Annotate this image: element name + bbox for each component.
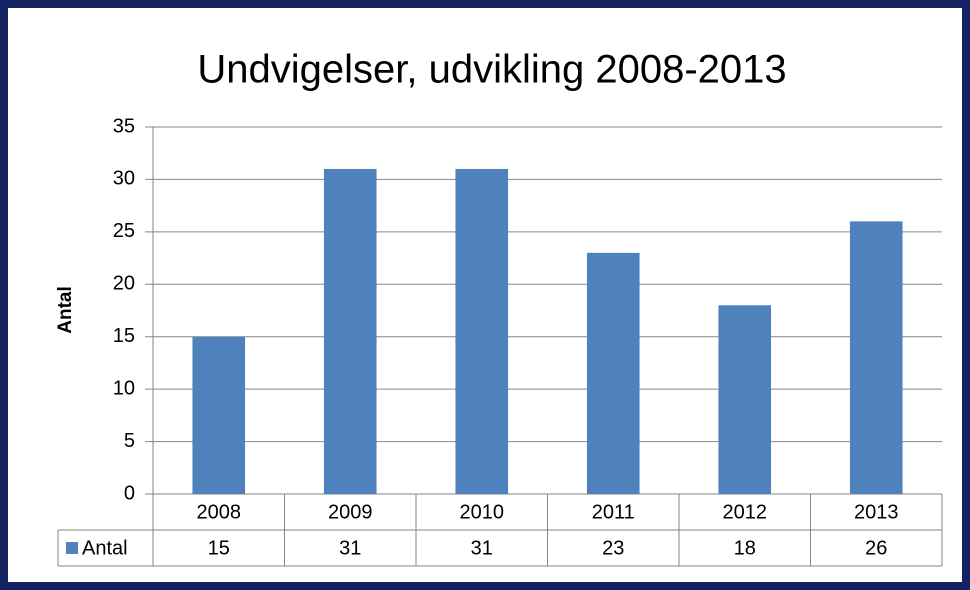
bar: [323, 168, 377, 494]
y-tick-label: 5: [124, 430, 135, 452]
x-tick-label: 2008: [197, 501, 242, 523]
chart-title: Undvigelser, udvikling 2008-2013: [197, 48, 786, 92]
y-tick-label: 30: [113, 168, 135, 190]
y-tick-label: 35: [113, 115, 135, 137]
bar: [718, 305, 772, 494]
table-value: 15: [208, 537, 230, 559]
table-value: 31: [339, 537, 361, 559]
x-tick-label: 2011: [592, 501, 635, 523]
y-tick-label: 25: [113, 220, 135, 242]
bar: [849, 221, 903, 494]
x-tick-label: 2010: [460, 501, 505, 523]
table-value: 26: [865, 537, 887, 559]
y-axis-label: Antal: [55, 286, 76, 334]
bar: [455, 168, 509, 494]
legend-swatch: [66, 542, 78, 554]
bar: [586, 252, 640, 494]
table-value: 18: [734, 537, 756, 559]
table-value: 23: [602, 537, 624, 559]
bar: [192, 336, 246, 494]
y-tick-label: 10: [113, 377, 135, 399]
x-tick-label: 2009: [328, 501, 373, 523]
y-tick-label: 0: [124, 482, 135, 504]
y-tick-label: 20: [113, 273, 135, 295]
y-tick-label: 15: [113, 325, 135, 347]
x-tick-label: 2013: [854, 501, 899, 523]
x-tick-label: 2012: [723, 501, 768, 523]
legend-label: Antal: [82, 537, 128, 559]
table-value: 31: [471, 537, 493, 559]
